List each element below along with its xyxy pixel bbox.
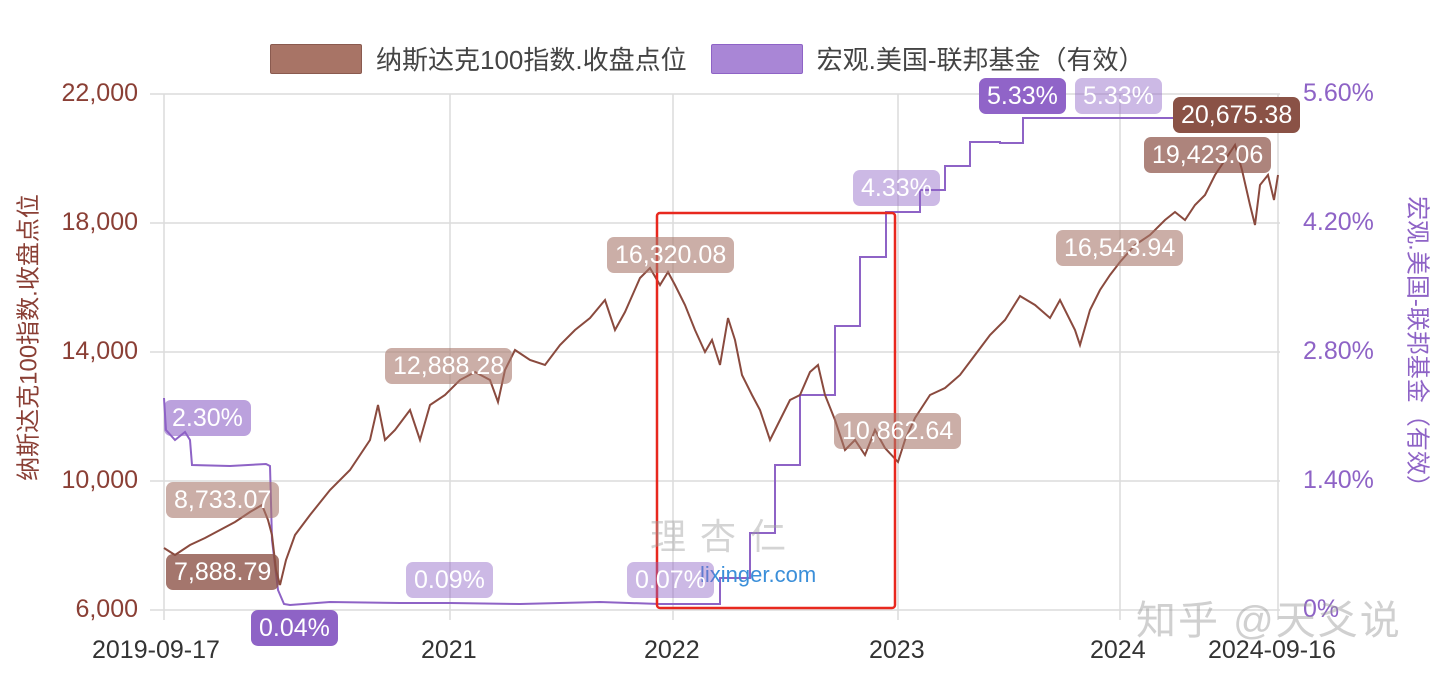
left-tick: 18,000	[61, 208, 138, 236]
grid-lines	[150, 93, 1280, 620]
fedfunds-line	[163, 117, 1278, 607]
rate-label: 2.30%	[164, 400, 251, 436]
watermark-zhihu: 知乎 @天爻说	[1136, 599, 1402, 643]
right-tick: 4.20%	[1303, 208, 1374, 236]
ndx-label: 12,888.28	[385, 348, 513, 384]
right-tick: 1.40%	[1303, 466, 1374, 494]
legend-swatch-fedfunds	[710, 43, 803, 74]
ndx-label: 20,675.38	[1173, 97, 1301, 133]
left-tick: 22,000	[61, 79, 138, 107]
legend-label-ndx: 纳斯达克100指数.收盘点位	[376, 45, 687, 75]
legend-item-ndx[interactable]: 纳斯达克100指数.收盘点位	[270, 40, 687, 77]
watermark-site-url: lixinger.com	[700, 562, 817, 587]
rate-label: 4.33%	[853, 170, 940, 206]
rate-label: 0.04%	[251, 610, 338, 646]
left-axis-title: 纳斯达克100指数.收盘点位	[15, 194, 43, 481]
x-tick: 2022	[644, 636, 700, 664]
right-tick: 0%	[1303, 595, 1340, 623]
highlight-box	[655, 211, 897, 610]
right-tick: 2.80%	[1303, 337, 1374, 365]
rate-label: 5.33%	[1075, 78, 1162, 114]
legend-label-fedfunds: 宏观.美国-联邦基金（有效）	[816, 45, 1145, 75]
x-tick: 2021	[421, 636, 477, 664]
left-tick: 6,000	[75, 595, 138, 623]
ndx-label: 8,733.07	[166, 482, 280, 518]
x-tick: 2019-09-17	[92, 636, 220, 664]
rate-label: 0.09%	[406, 562, 493, 598]
right-tick: 5.60%	[1303, 79, 1374, 107]
left-tick: 14,000	[61, 337, 138, 365]
legend-swatch-ndx	[270, 43, 362, 74]
rate-label: 5.33%	[979, 78, 1066, 114]
ndx-label: 16,543.94	[1056, 230, 1184, 266]
right-axis-title: 宏观.美国-联邦基金（有效）	[1403, 196, 1431, 499]
rate-label: 0.07%	[627, 562, 714, 598]
chart-legend: 纳斯达克100指数.收盘点位 宏观.美国-联邦基金（有效）	[270, 40, 1155, 77]
x-tick: 2024-09-16	[1208, 636, 1336, 664]
legend-item-fedfunds[interactable]: 宏观.美国-联邦基金（有效）	[710, 40, 1145, 77]
x-tick: 2023	[869, 636, 925, 664]
ndx-label: 10,862.64	[834, 413, 962, 449]
watermark-site-cn: 理杏仁	[650, 516, 801, 557]
ndx-label: 19,423.06	[1144, 137, 1272, 173]
x-tick: 2024	[1090, 636, 1146, 664]
left-tick: 10,000	[61, 466, 138, 494]
ndx-label: 16,320.08	[607, 237, 735, 273]
ndx-label: 7,888.79	[166, 554, 280, 590]
